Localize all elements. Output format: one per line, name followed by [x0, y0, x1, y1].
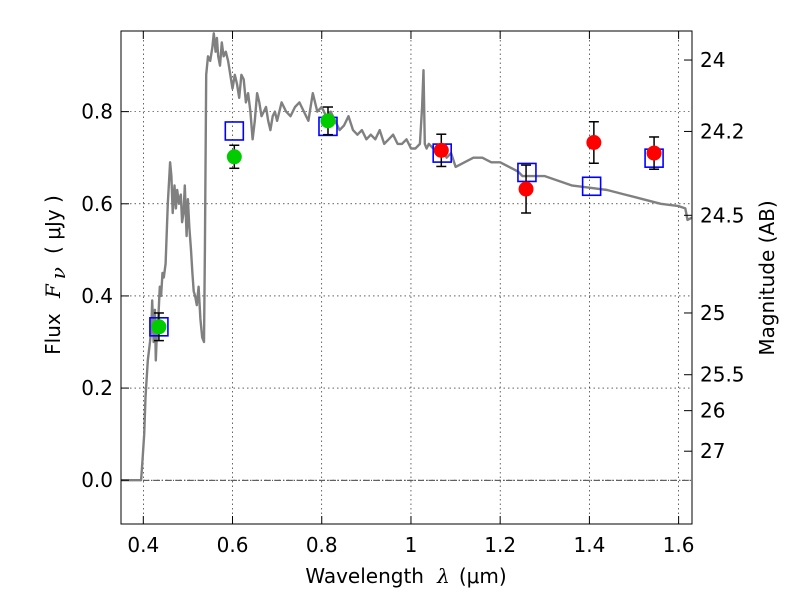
- y2-tick-label: 24.5: [700, 203, 745, 227]
- x-tick-label: 0.8: [306, 533, 338, 557]
- red-data-point: [646, 145, 662, 161]
- y-tick-label: 0.2: [81, 376, 113, 400]
- grid-lines: [121, 31, 692, 524]
- red-data-point: [586, 135, 602, 151]
- x-axis-label: Wavelength λ (μm): [305, 564, 506, 588]
- model-spectrum-line: [121, 32, 693, 482]
- model-spectrum: [121, 32, 693, 482]
- y2-tick-label: 25: [700, 301, 725, 325]
- model-photometry-box: [581, 176, 602, 197]
- y-tick-label: 0.6: [81, 192, 113, 216]
- y2-tick-label: 24: [700, 48, 725, 72]
- x-tick-label: 1.4: [573, 533, 605, 557]
- model-photometry-box: [224, 121, 245, 141]
- y2-tick-label: 26: [700, 399, 725, 423]
- green-data-point: [226, 149, 242, 165]
- red-data-point: [518, 181, 534, 197]
- y-tick-label: 0.8: [81, 100, 113, 124]
- green-data-point: [151, 319, 167, 335]
- y-axis-label: Flux F ν ( μJy ): [41, 195, 70, 355]
- y2-tick-label: 25.5: [700, 363, 745, 387]
- x-tick-label: 1.6: [663, 533, 695, 557]
- model-photometry-box: [517, 162, 537, 183]
- green-data-point: [320, 113, 336, 129]
- x-tick-label: 0.6: [217, 533, 249, 557]
- x-tick-label: 0.4: [127, 533, 159, 557]
- y-tick-label: 0.0: [81, 468, 113, 492]
- y2-tick-label: 24.2: [700, 119, 745, 143]
- y2-axis-label: Magnitude (AB): [755, 200, 779, 355]
- x-tick-label: 1.2: [484, 533, 516, 557]
- x-tick-label: 1: [405, 533, 418, 557]
- y-tick-label: 0.4: [81, 284, 113, 308]
- data-points: [149, 106, 664, 342]
- axis-ticks: 0.4 0.6 0.8 1 1.2 1.4 1.6 0.0 0.2 0.4 0.6 0.8 24 24.2…: [81, 31, 745, 557]
- red-data-point: [433, 142, 449, 158]
- y2-tick-label: 27: [700, 439, 725, 463]
- plot-frame: [120, 30, 693, 525]
